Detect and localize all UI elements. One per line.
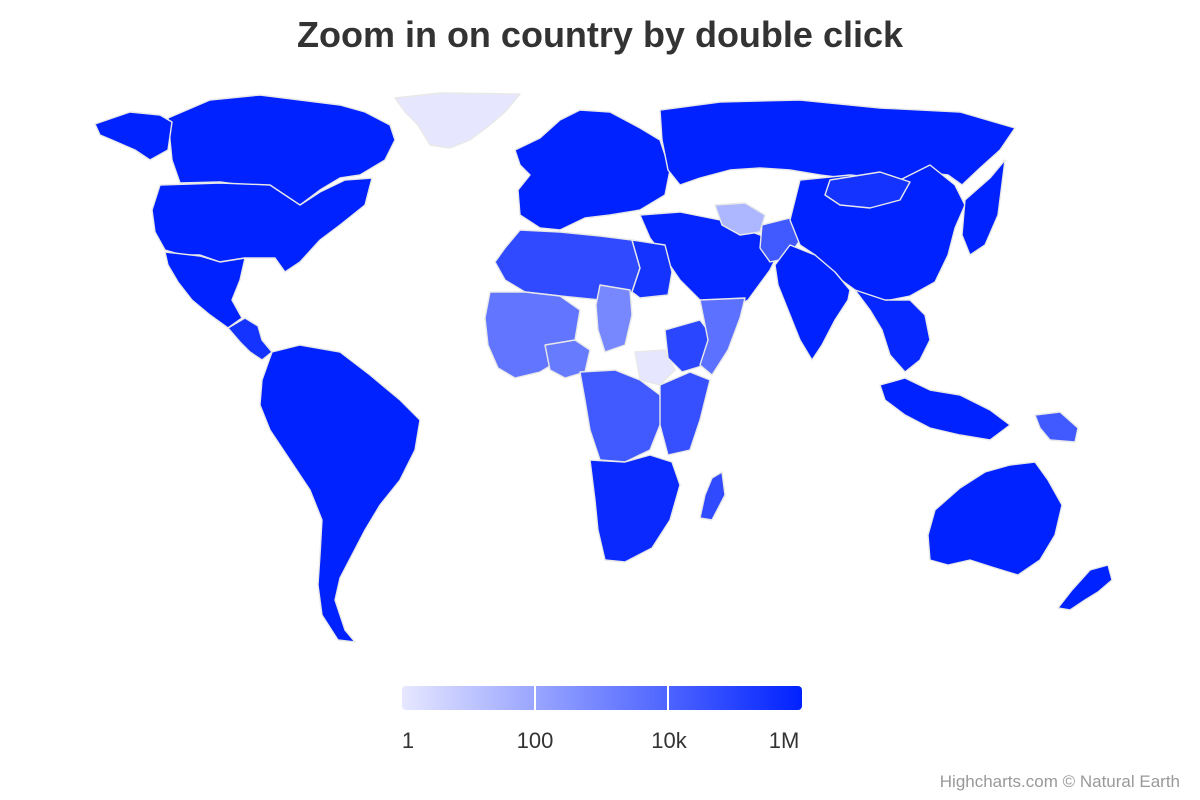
country-somalia[interactable] <box>699 297 746 376</box>
country-egypt[interactable] <box>631 239 673 299</box>
legend-label-100: 100 <box>516 728 554 753</box>
country-europe[interactable] <box>514 109 671 231</box>
country-chad[interactable] <box>595 284 633 353</box>
country-russia[interactable] <box>659 99 1016 186</box>
country-south-sudan[interactable] <box>634 349 676 386</box>
country-united-states[interactable] <box>151 177 373 273</box>
country-new-zealand[interactable] <box>1057 564 1113 611</box>
country-east-africa[interactable] <box>659 371 711 456</box>
country-indonesia[interactable] <box>879 377 1011 441</box>
country-turkmenistan[interactable] <box>714 202 766 236</box>
country-madagascar[interactable] <box>699 471 726 521</box>
country-south-america[interactable] <box>259 344 421 643</box>
country-mongolia[interactable] <box>824 171 911 209</box>
countries-layer[interactable] <box>94 92 1113 643</box>
country-greenland[interactable] <box>394 92 521 149</box>
country-japan[interactable] <box>961 159 1006 256</box>
country-india[interactable] <box>774 244 851 361</box>
legend-label-10k: 10k <box>651 728 687 753</box>
legend-divider <box>667 686 669 710</box>
chart-title: Zoom in on country by double click <box>296 14 904 55</box>
country-southern-africa[interactable] <box>589 454 681 563</box>
credits-link[interactable]: Highcharts.com © Natural Earth <box>939 772 1180 791</box>
legend-label-1m: 1M <box>768 728 800 753</box>
country-alaska[interactable] <box>94 111 173 161</box>
country-southeast-asia[interactable] <box>854 289 931 373</box>
color-axis-legend <box>402 686 802 710</box>
legend-gradient-bar <box>402 686 802 710</box>
country-mexico[interactable] <box>164 251 246 329</box>
country-central-africa[interactable] <box>579 369 663 463</box>
country-canada[interactable] <box>167 94 396 206</box>
country-australia[interactable] <box>927 461 1063 576</box>
legend-label-1: 1 <box>401 728 415 753</box>
country-central-america[interactable] <box>227 317 273 361</box>
legend-divider <box>534 686 536 710</box>
country-papua-new-guinea[interactable] <box>1034 411 1079 443</box>
